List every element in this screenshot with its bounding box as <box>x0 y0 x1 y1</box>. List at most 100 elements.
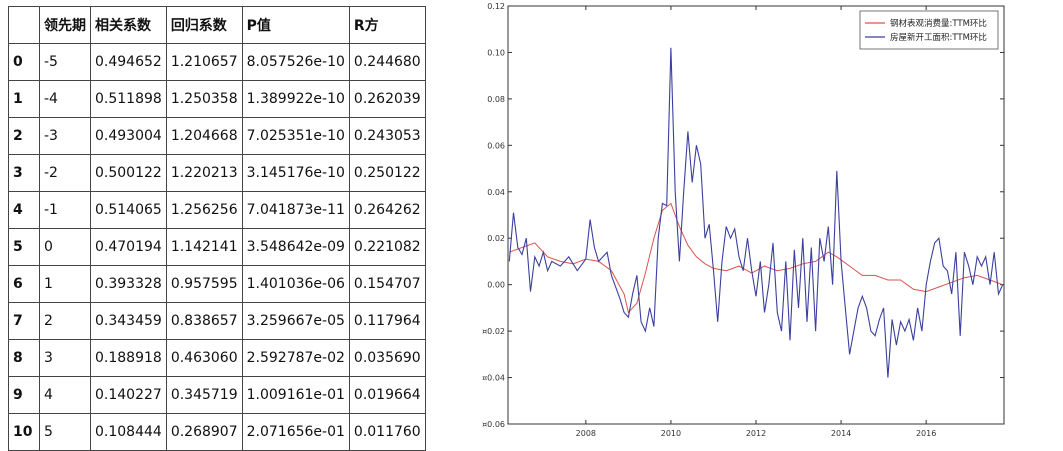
legend-label: 房屋新开工面积:TTM环比 <box>890 32 987 43</box>
series-line <box>509 202 1003 314</box>
table-cell: 0.494652 <box>90 43 167 81</box>
table-cell: 1.250358 <box>165 80 243 118</box>
table-row: 1 -4 0.511898 1.250358 1.389922e-10 0.262039 <box>8 80 426 118</box>
table-cell: 1.256256 <box>165 191 243 229</box>
x-tick-label: 2014 <box>831 429 851 438</box>
plot-area <box>507 5 1005 425</box>
y-tick-label: 0.04 <box>487 188 505 197</box>
table-row: 9 4 0.140227 0.345719 1.009161e-01 0.019664 <box>8 376 426 414</box>
table-row: 0 -5 0.494652 1.210657 8.057526e-10 0.244680 <box>8 43 426 81</box>
table-cell: 2 <box>39 302 91 340</box>
column-header: 回归系数 <box>165 6 243 44</box>
x-tick-label: 2016 <box>916 429 936 438</box>
row-index-cell: 8 <box>8 339 40 377</box>
table-cell: 4 <box>39 376 91 414</box>
table-cell: 3.259667e-05 <box>241 302 350 340</box>
series-line <box>508 47 1004 378</box>
table-cell: 1.142141 <box>165 228 243 266</box>
table-cell: 0.011760 <box>348 413 426 451</box>
y-tick-label: ¤0.04 <box>482 374 505 383</box>
table-cell: 3 <box>39 339 91 377</box>
row-index-cell: 0 <box>8 43 40 81</box>
y-tick-label: 0.10 <box>487 48 505 57</box>
y-tick-label: ¤0.06 <box>482 420 505 429</box>
table-header: 领先期 相关系数 回归系数 P值 R方 <box>8 6 426 44</box>
table-cell: 3.548642e-09 <box>241 228 350 266</box>
table-cell: 1.389922e-10 <box>241 80 350 118</box>
table-cell: 0.500122 <box>90 154 167 192</box>
table-row: 4 -1 0.514065 1.256256 7.041873e-11 0.264262 <box>8 191 426 229</box>
x-tick-label: 2008 <box>576 429 596 438</box>
table-cell: 0.493004 <box>90 117 167 155</box>
table-cell: 1.401036e-06 <box>241 265 350 303</box>
regression-table: 领先期 相关系数 回归系数 P值 R方 0 -5 0.494652 1.210657 8… <box>8 6 426 451</box>
table-cell: 0.343459 <box>90 302 167 340</box>
table-cell: 0.470194 <box>90 228 167 266</box>
table-cell: 0.264262 <box>348 191 426 229</box>
y-tick-label: 0.12 <box>487 2 505 11</box>
table-cell: 7.041873e-11 <box>241 191 350 229</box>
column-header: 相关系数 <box>90 6 167 44</box>
table-cell: 2.071656e-01 <box>241 413 350 451</box>
y-tick-label: 0.06 <box>487 141 505 150</box>
column-header: R方 <box>348 6 426 44</box>
table-row: 8 3 0.188918 0.463060 2.592787e-02 0.035690 <box>8 339 426 377</box>
row-index-cell: 3 <box>8 154 40 192</box>
table-cell: 1 <box>39 265 91 303</box>
y-tick-label: 0.02 <box>487 234 505 243</box>
table-cell: 0.140227 <box>90 376 167 414</box>
table-cell: 0.268907 <box>165 413 243 451</box>
table-cell: 1.204668 <box>165 117 243 155</box>
table-cell: 0.019664 <box>348 376 426 414</box>
y-tick-label: ¤0.02 <box>482 327 505 336</box>
table-cell: 1.210657 <box>165 43 243 81</box>
row-index-cell: 4 <box>8 191 40 229</box>
legend-box <box>859 10 999 50</box>
table-cell: 0.463060 <box>165 339 243 377</box>
table-cell: 0.957595 <box>165 265 243 303</box>
row-index-cell: 10 <box>8 413 40 451</box>
table-cell: -5 <box>39 43 91 81</box>
table-row: 10 5 0.108444 0.268907 2.071656e-01 0.011760 <box>8 413 426 451</box>
table-cell: -4 <box>39 80 91 118</box>
table-cell: -2 <box>39 154 91 192</box>
table-row: 5 0 0.470194 1.142141 3.548642e-09 0.221082 <box>8 228 426 266</box>
legend-label: 钢材表观消费量:TTM环比 <box>890 18 987 29</box>
table-cell: 0.035690 <box>348 339 426 377</box>
table-cell: 0.244680 <box>348 43 426 81</box>
x-tick-label: 2012 <box>746 429 766 438</box>
table-cell: 7.025351e-10 <box>241 117 350 155</box>
row-index-cell: 5 <box>8 228 40 266</box>
table-cell: 0.154707 <box>348 265 426 303</box>
table-cell: 0.838657 <box>165 302 243 340</box>
table-cell: 8.057526e-10 <box>241 43 350 81</box>
table-row: 2 -3 0.493004 1.204668 7.025351e-10 0.243053 <box>8 117 426 155</box>
table-header-row: 领先期 相关系数 回归系数 P值 R方 <box>8 6 426 44</box>
row-index-cell: 1 <box>8 80 40 118</box>
row-index-cell: 9 <box>8 376 40 414</box>
table-cell: 0.117964 <box>348 302 426 340</box>
table-cell: 1.009161e-01 <box>241 376 350 414</box>
column-header: 领先期 <box>39 6 91 44</box>
row-index-cell: 6 <box>8 265 40 303</box>
series-group <box>508 47 1004 378</box>
table-body: 0 -5 0.494652 1.210657 8.057526e-10 0.244680 1… <box>8 43 426 451</box>
table-cell: 0.514065 <box>90 191 167 229</box>
table-cell: -1 <box>39 191 91 229</box>
column-header: P值 <box>241 6 350 44</box>
line-chart: ¤0.06 ¤0.04 ¤0.02 0.00 0.02 0.04 0.06 0.08 0.10 0… <box>482 2 1005 438</box>
y-tick-label: 0.08 <box>487 95 505 104</box>
table-cell: 0.262039 <box>348 80 426 118</box>
table-cell: 0.345719 <box>165 376 243 414</box>
table-cell: 0.243053 <box>348 117 426 155</box>
table-cell: 0 <box>39 228 91 266</box>
x-tick-label: 2010 <box>661 429 681 438</box>
table-row: 3 -2 0.500122 1.220213 3.145176e-10 0.250122 <box>8 154 426 192</box>
table-cell: 2.592787e-02 <box>241 339 350 377</box>
table-cell: 1.220213 <box>165 154 243 192</box>
y-tick-label: 0.00 <box>487 281 505 290</box>
series-group <box>509 202 1003 314</box>
table-row: 6 1 0.393328 0.957595 1.401036e-06 0.154707 <box>8 265 426 303</box>
table-cell: 0.188918 <box>90 339 167 377</box>
table-cell: 0.108444 <box>90 413 167 451</box>
